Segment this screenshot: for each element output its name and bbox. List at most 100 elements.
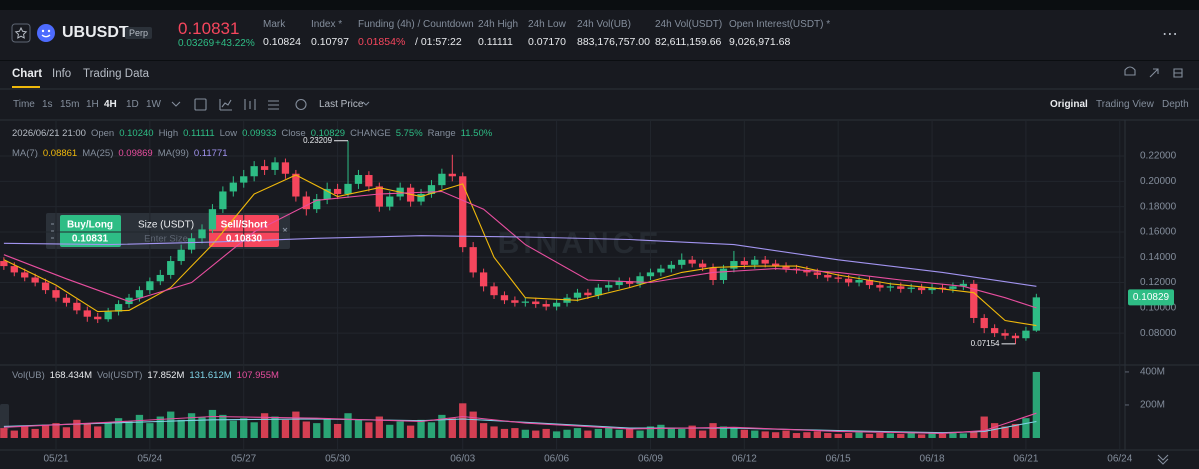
candle-body: [427, 185, 436, 194]
interval[interactable]: 4H: [104, 99, 117, 110]
coin-logo: [37, 24, 55, 42]
interval[interactable]: 1H: [86, 99, 99, 110]
volume-bar: [907, 433, 915, 438]
volume-bar: [417, 419, 425, 438]
symbol[interactable]: UBUSDT: [62, 24, 129, 41]
y-tick-label: 0.10000: [1140, 302, 1177, 313]
view-option[interactable]: Original: [1050, 99, 1088, 110]
candle-body: [803, 269, 811, 273]
indicator-tool[interactable]: [219, 99, 232, 111]
candle-body: [886, 286, 894, 288]
chart-tools: [171, 66, 1183, 465]
candle-body: [865, 280, 874, 286]
candle-body: [605, 285, 613, 288]
candle-body: [1032, 297, 1041, 331]
volume-bar: [594, 428, 602, 438]
volume-bar: [260, 413, 269, 438]
volume-bar: [1001, 426, 1009, 438]
legend-value: 0.11771: [193, 148, 228, 159]
info-value: 0.11111: [183, 128, 215, 139]
candle-body: [31, 277, 39, 283]
interval[interactable]: 1D: [126, 99, 139, 110]
interval[interactable]: 1W: [146, 99, 161, 110]
legend-value: 0.08861: [42, 148, 78, 159]
volume-bar: [406, 425, 415, 438]
last-price-label: 0.10829: [1133, 292, 1170, 303]
volume-bar: [782, 430, 790, 438]
fullscreen-tool[interactable]: [1173, 68, 1183, 78]
volume-bar: [177, 419, 185, 438]
volume-bar: [302, 421, 310, 438]
candle-body: [240, 176, 248, 183]
interval[interactable]: 15m: [60, 99, 80, 110]
volume-bar: [94, 426, 102, 438]
calendar-tool[interactable]: [194, 98, 207, 111]
size-input[interactable]: Enter Size: [144, 234, 188, 245]
tab[interactable]: Chart: [12, 68, 43, 80]
volume-bar: [271, 416, 279, 438]
candle-body: [156, 274, 164, 282]
volume-bar: [959, 433, 967, 438]
volume-bar: [657, 424, 665, 438]
candle-body: [62, 297, 71, 303]
interval-dropdown[interactable]: [171, 101, 181, 107]
scroll-button[interactable]: [1157, 454, 1169, 465]
tab[interactable]: Info: [52, 68, 72, 80]
view-tools[interactable]: [1124, 66, 1159, 78]
buy-price[interactable]: 0.10831: [72, 234, 109, 245]
view-option[interactable]: Depth: [1162, 99, 1189, 110]
stat-value: 0.10824: [263, 36, 301, 48]
drag-grip[interactable]: [51, 223, 54, 239]
volume-bar: [771, 432, 780, 438]
scroll-handle[interactable]: [0, 404, 9, 430]
close-widget[interactable]: [282, 227, 288, 233]
candle-body: [667, 264, 675, 269]
more-button[interactable]: ⋯: [1162, 26, 1178, 43]
volume-bar: [573, 428, 582, 438]
candle-body: [928, 287, 936, 291]
interval[interactable]: 1s: [42, 99, 53, 110]
settings-tool[interactable]: [268, 100, 279, 110]
volume-bar: [970, 431, 978, 438]
buy-label[interactable]: Buy/Long: [67, 220, 113, 231]
candle-body: [1001, 333, 1009, 336]
sell-label[interactable]: Sell/Short: [221, 220, 268, 231]
price-type[interactable]: Last Price: [319, 99, 364, 110]
panel-bg: [0, 61, 1199, 469]
candle-body: [834, 277, 842, 279]
x-tick-label: 05/21: [43, 454, 68, 465]
volume-bar: [323, 418, 331, 438]
legend-value: 0.09869: [118, 148, 153, 159]
volume-bar: [709, 423, 717, 438]
candle-body: [21, 272, 29, 278]
volume-bar: [928, 432, 936, 438]
candle-body: [844, 278, 853, 283]
x-tick-label: 05/24: [137, 454, 162, 465]
volume-bar: [479, 423, 488, 438]
view-option[interactable]: Trading View: [1096, 99, 1154, 110]
volume-bar: [469, 411, 477, 438]
candle-body: [542, 304, 550, 307]
volume-bar: [198, 417, 206, 438]
favorite-button[interactable]: [11, 23, 31, 43]
stat-label: 24h Vol(UB): [577, 19, 631, 30]
candle-body: [0, 261, 8, 267]
stat-label: 24h Vol(USDT): [655, 19, 723, 30]
candle-body: [271, 162, 279, 170]
tab[interactable]: Trading Data: [83, 68, 150, 80]
bars-tool[interactable]: [244, 99, 256, 110]
legend-name: MA(25): [82, 148, 114, 159]
candle-body: [813, 272, 821, 275]
volume-bar: [83, 423, 91, 438]
buy-button[interactable]: [60, 215, 121, 247]
price-type-caret: [362, 101, 370, 106]
volume-bar: [751, 430, 759, 438]
sell-price[interactable]: 0.10830: [226, 234, 263, 245]
candle-body: [907, 287, 915, 289]
price-change-pct: +43.22%: [215, 38, 255, 49]
snapshot-tool[interactable]: [295, 98, 307, 111]
axes: 0.08000 0.10000 0.12000 0.14000 0.16000 0.180…: [43, 136, 1176, 465]
volume-bar: [730, 427, 738, 438]
info-value: 5.75%: [395, 128, 423, 139]
